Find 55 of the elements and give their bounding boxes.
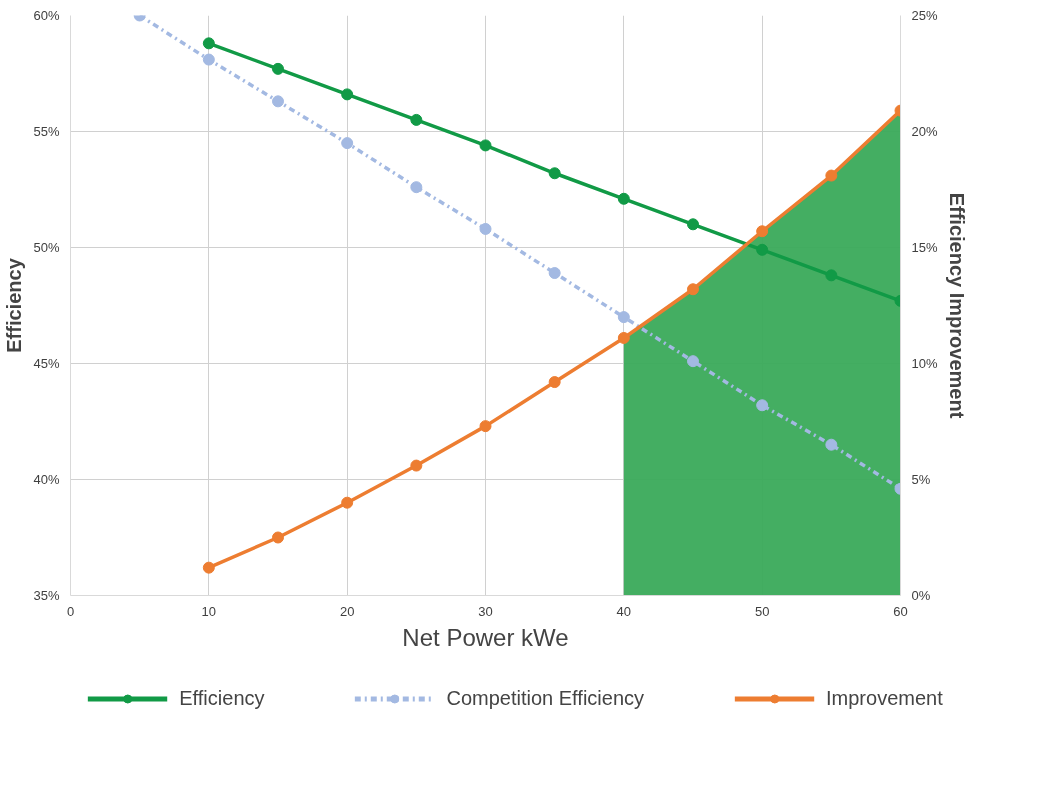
point (341, 496, 354, 509)
y2-tick-label: 25% (911, 8, 938, 23)
point (479, 420, 492, 433)
x-tick-label: 0 (66, 603, 75, 619)
point (410, 113, 423, 126)
x-tick-label: 30 (478, 603, 493, 619)
point (410, 181, 423, 194)
y2-tick-label: 15% (911, 240, 938, 255)
x-tick-label: 40 (616, 603, 632, 619)
point (341, 88, 354, 101)
y-tick-label: 40% (33, 472, 60, 487)
x-tick-label: 10 (201, 603, 217, 619)
x-tick-label: 20 (339, 603, 355, 619)
point (687, 283, 699, 296)
point (202, 37, 215, 50)
point (410, 459, 423, 472)
point (548, 267, 561, 280)
y-tick-label: 50% (33, 240, 60, 255)
y2-axis-title: Efficiency Improvement (945, 192, 968, 419)
point (479, 139, 492, 152)
x-tick-label: 50 (754, 603, 770, 619)
point (687, 355, 699, 368)
x-tick-label: 60 (893, 603, 908, 619)
y-axis-title: Efficiency (3, 257, 26, 353)
point (479, 222, 492, 235)
y2-tick-label: 10% (911, 356, 938, 371)
point (825, 169, 838, 182)
legend-label: Improvement (826, 686, 943, 710)
point (617, 331, 630, 344)
y-tick-label: 55% (33, 124, 60, 139)
legend-label: Competition Efficiency (446, 686, 645, 710)
y-tick-label: 35% (33, 588, 60, 603)
legend-label: Efficiency (179, 686, 265, 710)
point (756, 399, 769, 412)
y2-tick-label: 20% (911, 124, 938, 139)
point (341, 137, 354, 150)
point (272, 95, 284, 108)
point (617, 192, 630, 205)
point (687, 218, 699, 231)
x-axis-title: Net Power kWe (402, 623, 569, 651)
point (617, 311, 630, 324)
point (756, 225, 769, 238)
point (272, 62, 284, 75)
point (272, 531, 284, 544)
y-tick-label: 60% (33, 8, 60, 23)
point (548, 376, 561, 389)
point (756, 243, 769, 256)
point (202, 561, 215, 574)
point (825, 438, 838, 451)
point (825, 269, 838, 282)
point (202, 53, 215, 66)
point (548, 167, 561, 180)
y2-tick-label: 5% (911, 472, 931, 487)
y-tick-label: 45% (33, 356, 60, 371)
y2-tick-label: 0% (911, 588, 931, 603)
